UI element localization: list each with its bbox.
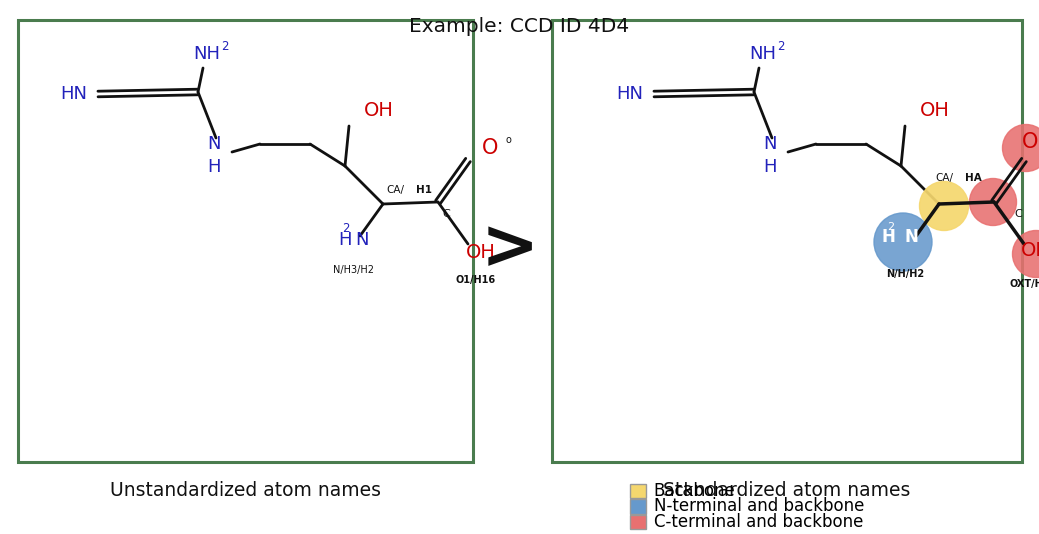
Text: 2: 2 (887, 222, 895, 232)
Text: N-terminal and backbone: N-terminal and backbone (654, 497, 863, 515)
Text: Backbone: Backbone (654, 482, 736, 500)
Text: CA/: CA/ (387, 185, 404, 195)
Text: OH: OH (467, 242, 496, 262)
Text: HN: HN (616, 85, 643, 103)
Text: 2: 2 (221, 41, 229, 53)
Text: C: C (1014, 209, 1021, 219)
FancyBboxPatch shape (630, 514, 645, 529)
Text: N: N (207, 135, 220, 153)
Text: N: N (764, 135, 777, 153)
Text: H: H (339, 231, 352, 249)
FancyBboxPatch shape (18, 20, 473, 462)
Text: H1: H1 (416, 185, 432, 195)
Text: N/H/H2: N/H/H2 (886, 269, 924, 279)
Text: N: N (355, 231, 369, 249)
Text: Standardized atom names: Standardized atom names (663, 481, 911, 499)
Text: N: N (904, 228, 917, 246)
FancyBboxPatch shape (552, 20, 1022, 462)
Circle shape (1003, 124, 1039, 171)
Text: O: O (482, 138, 499, 158)
Text: OH: OH (1021, 240, 1039, 260)
Text: >: > (481, 216, 539, 282)
Text: NH: NH (749, 45, 776, 63)
Text: N/H3/H2: N/H3/H2 (334, 265, 374, 275)
Text: Unstandardized atom names: Unstandardized atom names (110, 481, 381, 499)
Text: o: o (506, 135, 512, 145)
Text: HA: HA (965, 173, 982, 183)
FancyBboxPatch shape (630, 483, 645, 498)
Text: C-terminal and backbone: C-terminal and backbone (654, 513, 862, 531)
Text: 2: 2 (342, 223, 350, 235)
Circle shape (874, 213, 932, 271)
Text: H: H (207, 158, 220, 176)
Text: HN: HN (60, 85, 87, 103)
Text: OH: OH (921, 101, 950, 121)
Text: Example: CCD ID 4D4: Example: CCD ID 4D4 (409, 17, 630, 36)
Text: OXT/HXT: OXT/HXT (1010, 279, 1039, 289)
Text: OH: OH (364, 101, 394, 121)
Text: CA/: CA/ (935, 173, 953, 183)
Text: 2: 2 (777, 41, 785, 53)
Text: H: H (881, 228, 895, 246)
Circle shape (969, 178, 1016, 225)
Text: C: C (442, 209, 450, 219)
Circle shape (1012, 231, 1039, 278)
Text: O: O (1021, 132, 1038, 152)
Text: O1/H16: O1/H16 (456, 275, 496, 285)
FancyBboxPatch shape (630, 499, 645, 514)
Text: H: H (764, 158, 777, 176)
Circle shape (920, 182, 968, 231)
Text: NH: NH (193, 45, 220, 63)
